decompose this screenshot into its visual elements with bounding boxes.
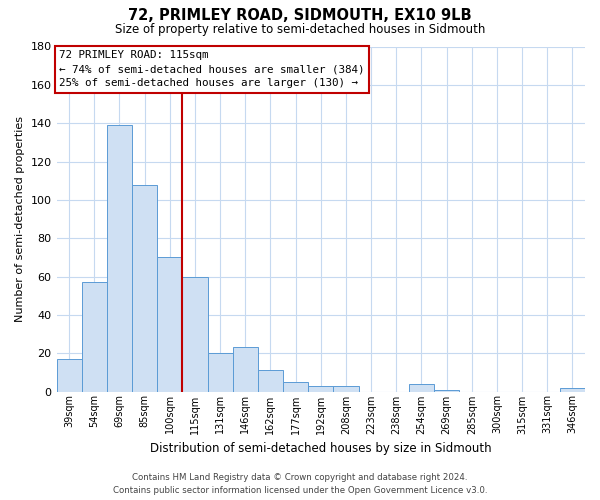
Text: Contains HM Land Registry data © Crown copyright and database right 2024.
Contai: Contains HM Land Registry data © Crown c… <box>113 474 487 495</box>
Text: 72 PRIMLEY ROAD: 115sqm
← 74% of semi-detached houses are smaller (384)
25% of s: 72 PRIMLEY ROAD: 115sqm ← 74% of semi-de… <box>59 50 365 88</box>
Bar <box>157 258 182 392</box>
Bar <box>283 382 308 392</box>
Y-axis label: Number of semi-detached properties: Number of semi-detached properties <box>15 116 25 322</box>
Text: 72, PRIMLEY ROAD, SIDMOUTH, EX10 9LB: 72, PRIMLEY ROAD, SIDMOUTH, EX10 9LB <box>128 8 472 22</box>
Bar <box>560 388 585 392</box>
Bar <box>182 276 208 392</box>
Bar <box>334 386 359 392</box>
Text: Size of property relative to semi-detached houses in Sidmouth: Size of property relative to semi-detach… <box>115 22 485 36</box>
Bar <box>56 359 82 392</box>
Bar <box>132 184 157 392</box>
Bar <box>258 370 283 392</box>
Bar <box>208 353 233 392</box>
X-axis label: Distribution of semi-detached houses by size in Sidmouth: Distribution of semi-detached houses by … <box>150 442 491 455</box>
Bar <box>82 282 107 392</box>
Bar <box>434 390 459 392</box>
Bar <box>233 348 258 392</box>
Bar <box>107 125 132 392</box>
Bar <box>308 386 334 392</box>
Bar <box>409 384 434 392</box>
